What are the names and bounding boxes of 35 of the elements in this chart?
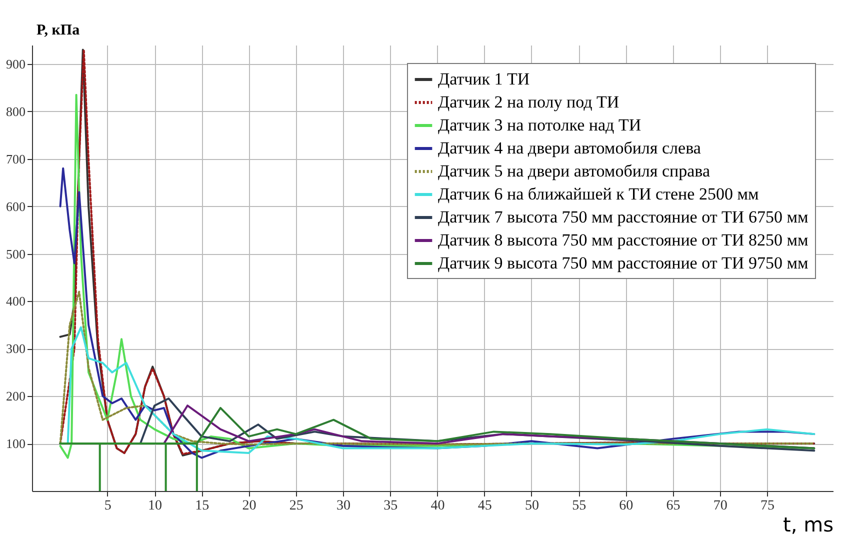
legend-label: Датчик 9 высота 750 мм расстояние от ТИ 9750 мм [438, 254, 808, 272]
x-tick-label: 20 [242, 498, 256, 514]
x-tick-label: 75 [760, 498, 775, 514]
legend-label: Датчик 2 на полу под ТИ [438, 92, 620, 112]
y-tick-label: 200 [6, 388, 26, 404]
x-tick-label: 70 [713, 498, 728, 514]
legend-label: Датчик 5 на двери автомобиля справа [438, 162, 710, 180]
y-tick-label: 800 [6, 104, 26, 119]
x-tick-label: 50 [524, 498, 539, 514]
x-tick-label: 65 [666, 498, 680, 514]
x-tick-label: 30 [336, 498, 350, 514]
y-tick-label: 700 [6, 151, 26, 166]
y-tick-label: 900 [6, 56, 26, 72]
y-tick-label: 500 [6, 246, 26, 262]
y-tick-label: 300 [6, 341, 26, 356]
x-tick-label: 55 [572, 498, 586, 514]
legend-label: Датчик 7 высота 750 мм расстояние от ТИ 6750 мм [438, 208, 808, 226]
legend-label: Датчик 1 ТИ [438, 70, 530, 88]
legend-label: Датчик 3 на потолке над ТИ [438, 116, 642, 134]
x-tick-label: 15 [195, 498, 210, 514]
y-axis-title: P, кПа [36, 22, 80, 38]
legend-label: Датчик 6 на ближайшей к ТИ стене 2500 мм [438, 184, 759, 204]
x-tick-label: 25 [289, 498, 304, 514]
x-tick-label: 10 [148, 498, 162, 514]
x-tick-label: 35 [384, 498, 398, 514]
x-axis-title: t, ms [783, 512, 834, 536]
y-tick-label: 100 [6, 436, 26, 452]
x-tick-label: 5 [104, 498, 112, 514]
y-tick-label: 400 [6, 294, 26, 309]
x-tick-label: 45 [478, 498, 492, 514]
x-tick-label: 60 [619, 498, 634, 514]
legend-label: Датчик 8 высота 750 мм расстояние от ТИ 8250 мм [438, 230, 808, 250]
legend-label: Датчик 4 на двери автомобиля слева [438, 138, 702, 158]
x-tick-label: 40 [430, 498, 445, 514]
y-tick-label: 600 [6, 198, 26, 214]
